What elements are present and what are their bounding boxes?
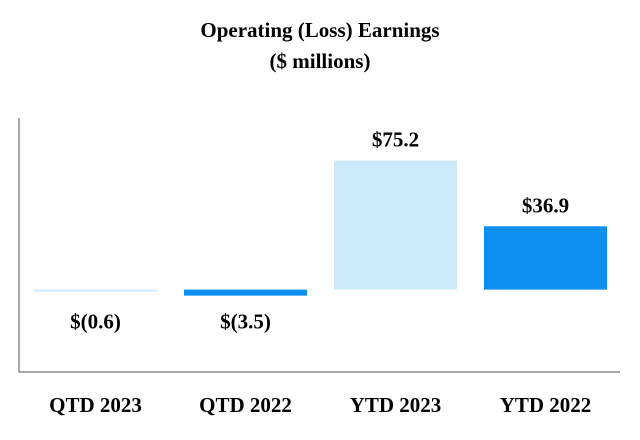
data-label: $(3.5) xyxy=(220,310,271,334)
bar-ytd-2023 xyxy=(334,160,457,290)
x-tick-label: YTD 2022 xyxy=(500,393,592,417)
bar-qtd-2022 xyxy=(184,289,307,296)
category-labels-layer: QTD 2023 QTD 2022 YTD 2023 YTD 2022 xyxy=(49,393,591,417)
data-label: $36.9 xyxy=(522,193,569,217)
data-label: $75.2 xyxy=(372,128,419,152)
x-tick-label: QTD 2023 xyxy=(49,393,142,417)
data-label: $(0.6) xyxy=(70,310,121,334)
value-labels-layer: $(0.6) $(3.5) $75.2 $36.9 xyxy=(70,128,569,334)
x-tick-label: YTD 2023 xyxy=(350,393,442,417)
bars-layer xyxy=(34,160,607,296)
bar-ytd-2022 xyxy=(484,226,607,290)
chart-subtitle: ($ millions) xyxy=(269,49,371,73)
axis-layer xyxy=(18,118,620,373)
x-tick-label: QTD 2022 xyxy=(199,393,292,417)
chart-title: Operating (Loss) Earnings xyxy=(200,18,440,42)
bar-qtd-2023 xyxy=(34,289,157,292)
